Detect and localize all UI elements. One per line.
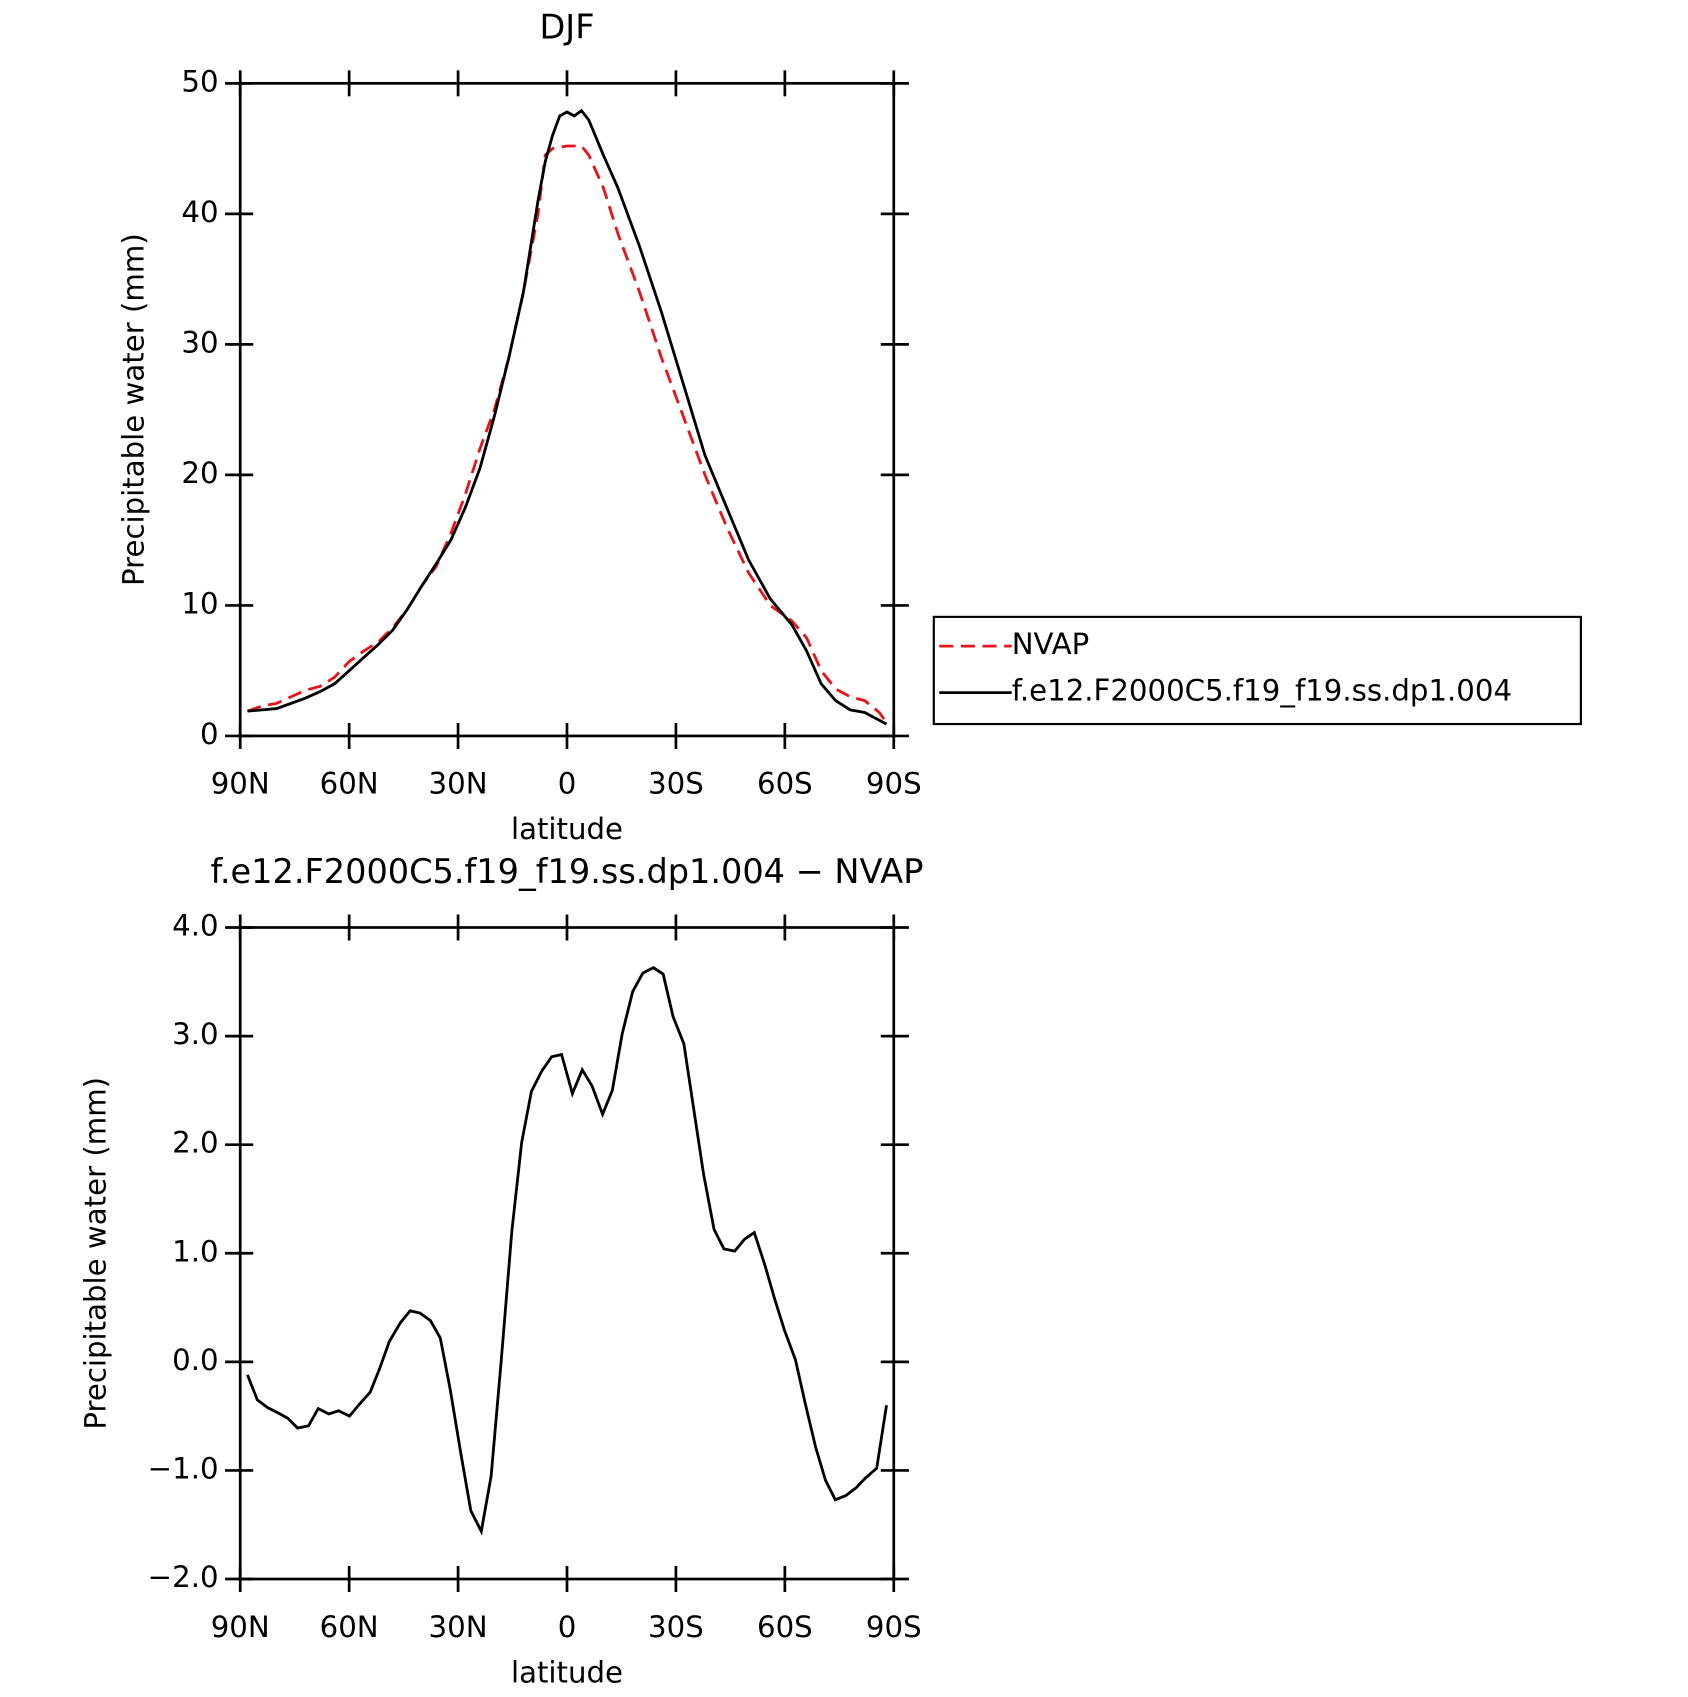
x-tick-label: 30N: [429, 767, 488, 801]
y-tick-label: 0.0: [172, 1343, 218, 1377]
series-line: [246, 144, 888, 724]
legend-label: NVAP: [1012, 627, 1090, 661]
x-tick-label: 90N: [211, 1610, 270, 1644]
chart-title: DJF: [539, 8, 594, 47]
x-tick-label: 90S: [866, 767, 922, 801]
x-axis-label: latitude: [511, 812, 623, 846]
legend-label: f.e12.F2000C5.f19_f19.ss.dp1.004: [1012, 674, 1512, 708]
legend-box: [932, 615, 1582, 726]
y-axis-label: Precipitable water (mm): [78, 1077, 112, 1430]
y-tick-label: 50: [181, 64, 218, 98]
y-tick-label: −2.0: [148, 1560, 219, 1594]
plot-frame: [238, 926, 896, 1581]
series-line: [247, 108, 888, 726]
y-tick-label: 0: [200, 717, 219, 751]
x-tick-label: 90S: [866, 1610, 922, 1644]
x-tick-label: 30N: [429, 1610, 488, 1644]
y-tick-label: 10: [181, 586, 218, 620]
y-tick-label: 20: [181, 456, 218, 490]
y-tick-label: 1.0: [172, 1234, 218, 1268]
x-tick-label: 60S: [757, 1610, 813, 1644]
y-tick-label: 2.0: [172, 1126, 218, 1160]
y-tick-label: 40: [181, 195, 218, 229]
plot-frame: [238, 81, 896, 738]
y-tick-label: −1.0: [148, 1451, 219, 1485]
x-tick-label: 0: [558, 1610, 577, 1644]
x-tick-label: 0: [558, 767, 577, 801]
chart-title: f.e12.F2000C5.f19_f19.ss.dp1.004 − NVAP: [211, 852, 924, 891]
x-tick-label: 90N: [211, 767, 270, 801]
y-tick-label: 3.0: [172, 1017, 218, 1051]
x-tick-label: 30S: [648, 767, 704, 801]
y-axis-label: Precipitable water (mm): [116, 233, 150, 586]
x-tick-label: 60N: [320, 1610, 379, 1644]
series-line: [246, 966, 888, 1536]
x-axis-label: latitude: [511, 1655, 623, 1689]
x-tick-label: 60S: [757, 767, 813, 801]
x-tick-label: 60N: [320, 767, 379, 801]
x-tick-label: 30S: [648, 1610, 704, 1644]
y-tick-label: 4.0: [172, 909, 218, 943]
y-tick-label: 30: [181, 325, 218, 359]
